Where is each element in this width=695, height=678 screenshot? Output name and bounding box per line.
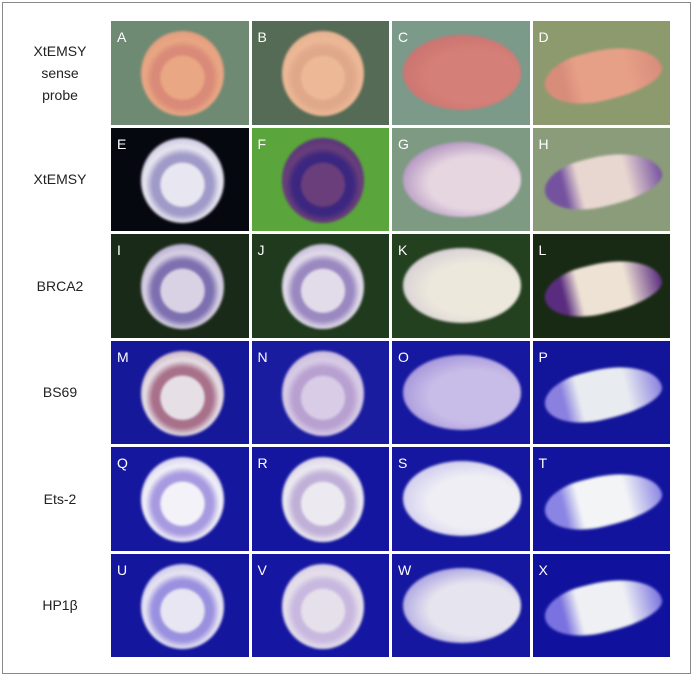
panel-letter: V [257, 561, 267, 578]
panel-m: M [111, 340, 249, 444]
panel-letter: K [398, 242, 408, 258]
panel-p: P [532, 340, 670, 444]
panel-h: H [532, 127, 670, 231]
panel-letter: A [117, 29, 127, 45]
embryo-image [141, 31, 224, 117]
row-label: XtEMSY sense probe [10, 40, 110, 106]
embryo-image [403, 567, 522, 643]
panel-letter: B [257, 29, 267, 45]
row-label-line: BRCA2 [36, 277, 84, 294]
embryo-image [281, 350, 365, 436]
panel-letter: E [117, 135, 127, 152]
panel-q: Q [111, 447, 249, 551]
panel-k: K [392, 234, 530, 338]
row-label-line: XtEMSY [33, 171, 87, 188]
row-label-line: HP1β [42, 597, 78, 614]
panel-letter: S [398, 455, 408, 471]
embryo-image [281, 31, 365, 117]
embryo-image [539, 36, 667, 114]
row-label: BS69 [10, 381, 110, 403]
embryo-image [281, 244, 365, 330]
row-label-line: XtEMSY [33, 42, 87, 59]
embryo-image [539, 462, 667, 540]
panel-letter: O [398, 348, 409, 365]
panel-letter: D [538, 29, 549, 45]
panel-letter: T [538, 455, 548, 471]
panel-w: W [392, 553, 530, 657]
panel-grid: A B C D E F G H I J K L M N O P Q R S T U V W X [111, 21, 670, 657]
embryo-image [403, 141, 522, 217]
embryo-image [539, 568, 667, 646]
panel-x: X [532, 553, 670, 657]
panel-d: D [532, 21, 670, 125]
panel-letter: P [538, 348, 548, 365]
row-label: XtEMSY [10, 168, 110, 190]
row-label-line: probe [42, 86, 78, 103]
embryo-image [403, 248, 522, 323]
panel-letter: N [257, 348, 268, 365]
panel-letter: U [117, 561, 128, 578]
embryo-image [281, 137, 365, 223]
embryo-image [539, 355, 667, 433]
panel-u: U [111, 553, 249, 657]
panel-letter: W [398, 561, 412, 578]
row-label-line: sense [41, 64, 79, 81]
panel-letter: G [398, 135, 409, 152]
panel-l: L [532, 234, 670, 338]
row-label-line: BS69 [42, 384, 78, 401]
panel-letter: C [398, 29, 409, 45]
panel-f: F [251, 127, 389, 231]
row-label: Ets-2 [10, 488, 110, 510]
panel-letter: H [538, 135, 549, 152]
panel-s: S [392, 447, 530, 551]
row-label-line: Ets-2 [43, 490, 77, 507]
embryo-image [403, 354, 522, 430]
panel-letter: X [538, 561, 548, 578]
embryo-image [539, 249, 667, 327]
panel-letter: L [538, 242, 547, 258]
embryo-image [141, 457, 224, 543]
panel-t: T [532, 447, 670, 551]
panel-v: V [251, 553, 389, 657]
row-label: BRCA2 [10, 275, 110, 297]
embryo-image [281, 457, 365, 543]
embryo-image [539, 142, 667, 220]
panel-a: A [111, 21, 249, 125]
panel-letter: J [257, 242, 265, 258]
panel-letter: I [117, 242, 121, 258]
embryo-image [141, 563, 224, 649]
embryo-image [281, 563, 365, 649]
embryo-image [141, 350, 224, 436]
embryo-image [141, 137, 224, 223]
row-label: HP1β [10, 594, 110, 616]
panel-n: N [251, 340, 389, 444]
panel-b: B [251, 21, 389, 125]
panel-o: O [392, 340, 530, 444]
panel-r: R [251, 447, 389, 551]
embryo-image [141, 244, 224, 330]
embryo-image [403, 461, 522, 536]
panel-letter: M [117, 348, 129, 365]
panel-letter: R [257, 455, 268, 471]
panel-g: G [392, 127, 530, 231]
panel-e: E [111, 127, 249, 231]
panel-letter: F [257, 135, 267, 152]
panel-i: I [111, 234, 249, 338]
panel-letter: Q [117, 455, 128, 471]
panel-c: C [392, 21, 530, 125]
panel-j: J [251, 234, 389, 338]
embryo-image [403, 35, 522, 110]
